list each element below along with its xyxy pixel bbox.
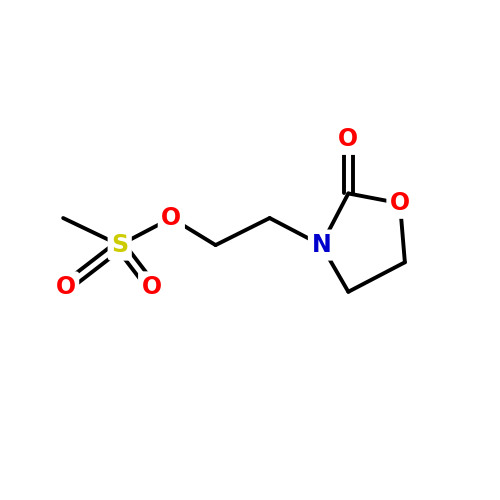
Text: O: O <box>390 192 410 216</box>
Text: S: S <box>111 233 128 257</box>
Text: O: O <box>338 128 358 152</box>
Text: O: O <box>162 206 182 230</box>
Text: N: N <box>312 233 331 257</box>
Text: O: O <box>142 275 162 299</box>
Text: O: O <box>56 275 76 299</box>
